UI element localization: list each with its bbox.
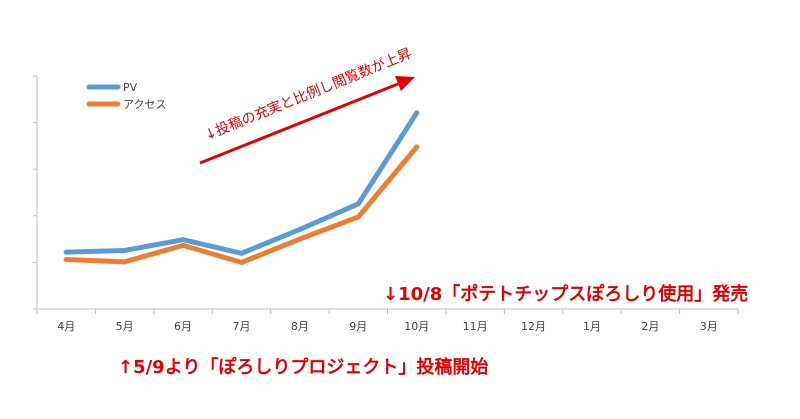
data-point: [355, 201, 361, 207]
october-annotation: ↓10/8「ポテトチップスぽろしり使用」発売: [383, 283, 748, 305]
x-tick-label: 7月: [232, 320, 250, 333]
data-point: [238, 250, 244, 256]
legend-label: PV: [123, 81, 138, 94]
x-tick-label: 11月: [463, 320, 488, 333]
data-point: [414, 110, 420, 116]
data-point: [414, 144, 420, 150]
x-tick-label: 2月: [641, 320, 659, 333]
may-annotation: ↑5/9より「ぽろしりプロジェクト」投稿開始: [118, 356, 488, 378]
legend-label: アクセス: [123, 98, 166, 111]
data-point: [238, 259, 244, 265]
data-point: [180, 242, 186, 248]
x-tick-label: 5月: [116, 320, 134, 333]
x-tick-label: 8月: [291, 320, 309, 333]
series-line-0: [63, 110, 420, 256]
data-point: [180, 237, 186, 243]
x-tick-labels: 4月 5月 6月 7月 8月 9月 10月 11月 12月 1月 2月 3月: [57, 320, 718, 333]
chart-series: [63, 110, 420, 265]
series-line-1: [63, 144, 420, 265]
x-tick-label: 1月: [583, 320, 601, 333]
data-point: [297, 236, 303, 242]
chart-axes: [33, 75, 739, 314]
x-tick-label: 4月: [57, 320, 75, 333]
trend-arrowhead: [395, 76, 415, 91]
x-tick-label: 10月: [404, 320, 429, 333]
data-point: [122, 247, 128, 253]
chart-legend: PV アクセス: [86, 81, 166, 111]
x-tick-label: 6月: [174, 320, 192, 333]
trend-annotation: ↓投稿の充実と比例し閲覧数が上昇: [199, 45, 415, 165]
x-tick-label: 9月: [349, 320, 367, 333]
x-tick-label: 3月: [700, 320, 718, 333]
trend-arrow-line: [199, 80, 404, 165]
data-point: [355, 214, 361, 220]
data-point: [297, 226, 303, 232]
data-point: [122, 259, 128, 265]
data-point: [63, 257, 69, 263]
data-point: [63, 249, 69, 255]
x-tick-label: 12月: [521, 320, 546, 333]
trend-annotation-text: ↓投稿の充実と比例し閲覧数が上昇: [202, 45, 414, 144]
